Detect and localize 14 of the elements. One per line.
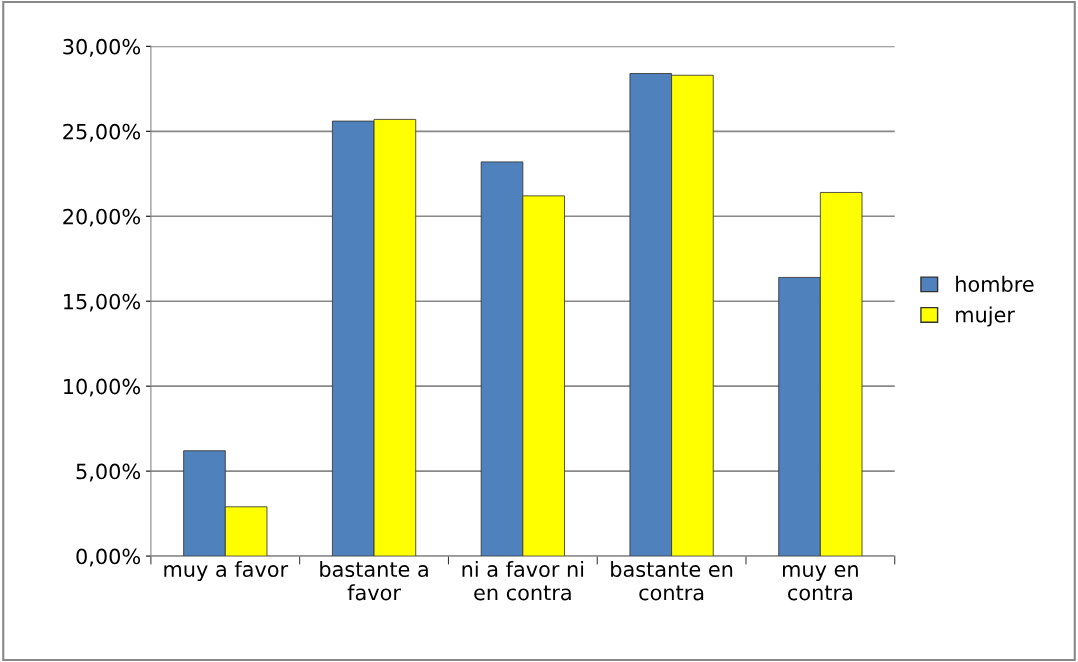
y-tick-label: 0,00% bbox=[76, 548, 141, 567]
legend-label: mujer bbox=[956, 306, 1015, 327]
y-tick-label: 15,00% bbox=[64, 293, 141, 312]
x-tick-label: muy a favor bbox=[164, 560, 289, 582]
y-tick-label: 30,00% bbox=[63, 38, 141, 57]
y-tick-label: 5,00% bbox=[76, 463, 141, 482]
y-tick-label: 10,00% bbox=[64, 378, 141, 397]
x-tick-label: ni a favor ni en contra bbox=[462, 560, 584, 601]
x-tick-label: muy en contra bbox=[783, 565, 858, 601]
legend-label: hombre bbox=[956, 275, 1034, 292]
x-tick-label: bastante a favor bbox=[320, 560, 428, 601]
x-tick-label: bastante en contra bbox=[611, 560, 733, 601]
y-tick-label: 25,00% bbox=[63, 123, 141, 142]
y-tick-label: 20,00% bbox=[63, 208, 141, 227]
